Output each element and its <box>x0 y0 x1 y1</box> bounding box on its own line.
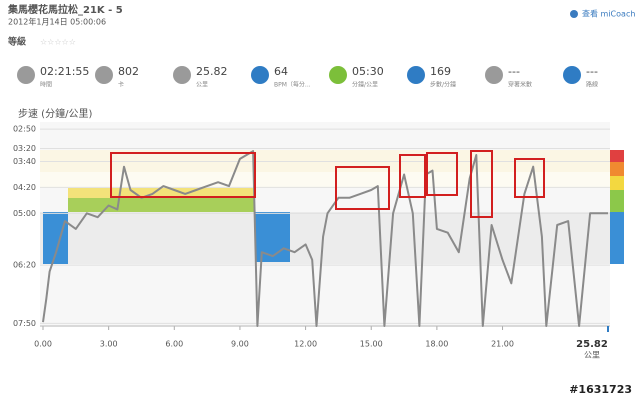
stat-value: 169 <box>430 65 451 78</box>
x-end-label: 25.82 <box>576 339 608 350</box>
stat-value: 802 <box>118 65 139 78</box>
y-tick-label: 06:20 <box>13 261 36 270</box>
chart-title: 步速 (分鐘/公里) <box>18 107 92 120</box>
highlight-box <box>514 158 545 198</box>
zone <box>68 198 255 212</box>
rating-label: 等級 <box>7 36 26 48</box>
x-tick-label: 9.00 <box>231 340 249 349</box>
zone <box>68 188 255 198</box>
workout-title: 集馬櫻花馬拉松_21K - 5 <box>7 3 123 16</box>
link-icon <box>570 10 578 18</box>
x-tick-label: 18.00 <box>425 340 448 349</box>
stat-label: BPM（每分... <box>274 81 311 89</box>
zone-key <box>610 190 624 212</box>
zone <box>40 150 610 172</box>
stat-value: 25.82 <box>196 65 228 78</box>
stat-label: 時間 <box>40 81 52 89</box>
zone-key <box>610 212 624 264</box>
zone-key <box>610 150 624 162</box>
x-tick-label: 12.00 <box>294 340 317 349</box>
stat-icon <box>17 66 35 84</box>
stat-icon <box>329 66 347 84</box>
stat-icon <box>251 66 269 84</box>
zone-block <box>255 212 290 262</box>
stat-icon <box>563 66 581 84</box>
stat-label: 公里 <box>196 82 208 89</box>
highlight-box <box>470 150 493 218</box>
x-tick-label: 0.00 <box>34 340 52 349</box>
stat-value: 05:30 <box>352 65 384 78</box>
y-tick-label: 03:40 <box>13 157 36 166</box>
workout-date: 2012年1月14日 05:00:06 <box>8 17 106 27</box>
highlight-box <box>110 152 256 198</box>
stat-icon <box>485 66 503 84</box>
stat-label: 分鐘/公里 <box>352 81 378 89</box>
highlight-box <box>335 166 390 210</box>
watermark: #1631723 <box>569 383 632 396</box>
annotations <box>110 150 545 218</box>
zone-key <box>610 162 624 176</box>
rating-stars[interactable]: ☆☆☆☆☆ <box>40 38 76 47</box>
y-tick-label: 05:00 <box>13 209 36 218</box>
x-unit: 公里 <box>584 351 600 360</box>
stat-label: 卡 <box>118 81 124 89</box>
x-tick-label: 15.00 <box>360 340 383 349</box>
stat-value: 64 <box>274 65 288 78</box>
stat-value: --- <box>586 65 598 78</box>
stat-icon <box>95 66 113 84</box>
highlight-box <box>426 152 458 196</box>
stat-icon <box>407 66 425 84</box>
zone <box>40 172 610 188</box>
highlight-box <box>399 154 426 198</box>
x-tick-label: 6.00 <box>165 340 183 349</box>
x-tick-label: 3.00 <box>100 340 118 349</box>
stat-icon <box>173 66 191 84</box>
zone-key <box>610 176 624 190</box>
stat-label: 穿著米數 <box>508 81 532 89</box>
micoach-link[interactable]: 查看 miCoach <box>582 9 635 19</box>
y-tick-label: 04:20 <box>13 183 36 192</box>
stats-row: 02:21:55 時間 802 卡 25.82 公里 64 BPM（每分... 05:30 分鐘/… <box>17 65 598 89</box>
y-tick-label: 02:50 <box>13 125 36 134</box>
stat-value: --- <box>508 65 520 78</box>
stat-value: 02:21:55 <box>40 65 89 78</box>
y-tick-label: 07:50 <box>13 319 36 328</box>
zone <box>40 212 610 264</box>
x-tick-label: 21.00 <box>491 340 514 349</box>
stat-label: 步數/分鐘 <box>430 81 456 89</box>
stat-label: 路線 <box>586 81 598 89</box>
y-tick-label: 03:20 <box>13 144 36 153</box>
pace-line <box>42 150 608 327</box>
